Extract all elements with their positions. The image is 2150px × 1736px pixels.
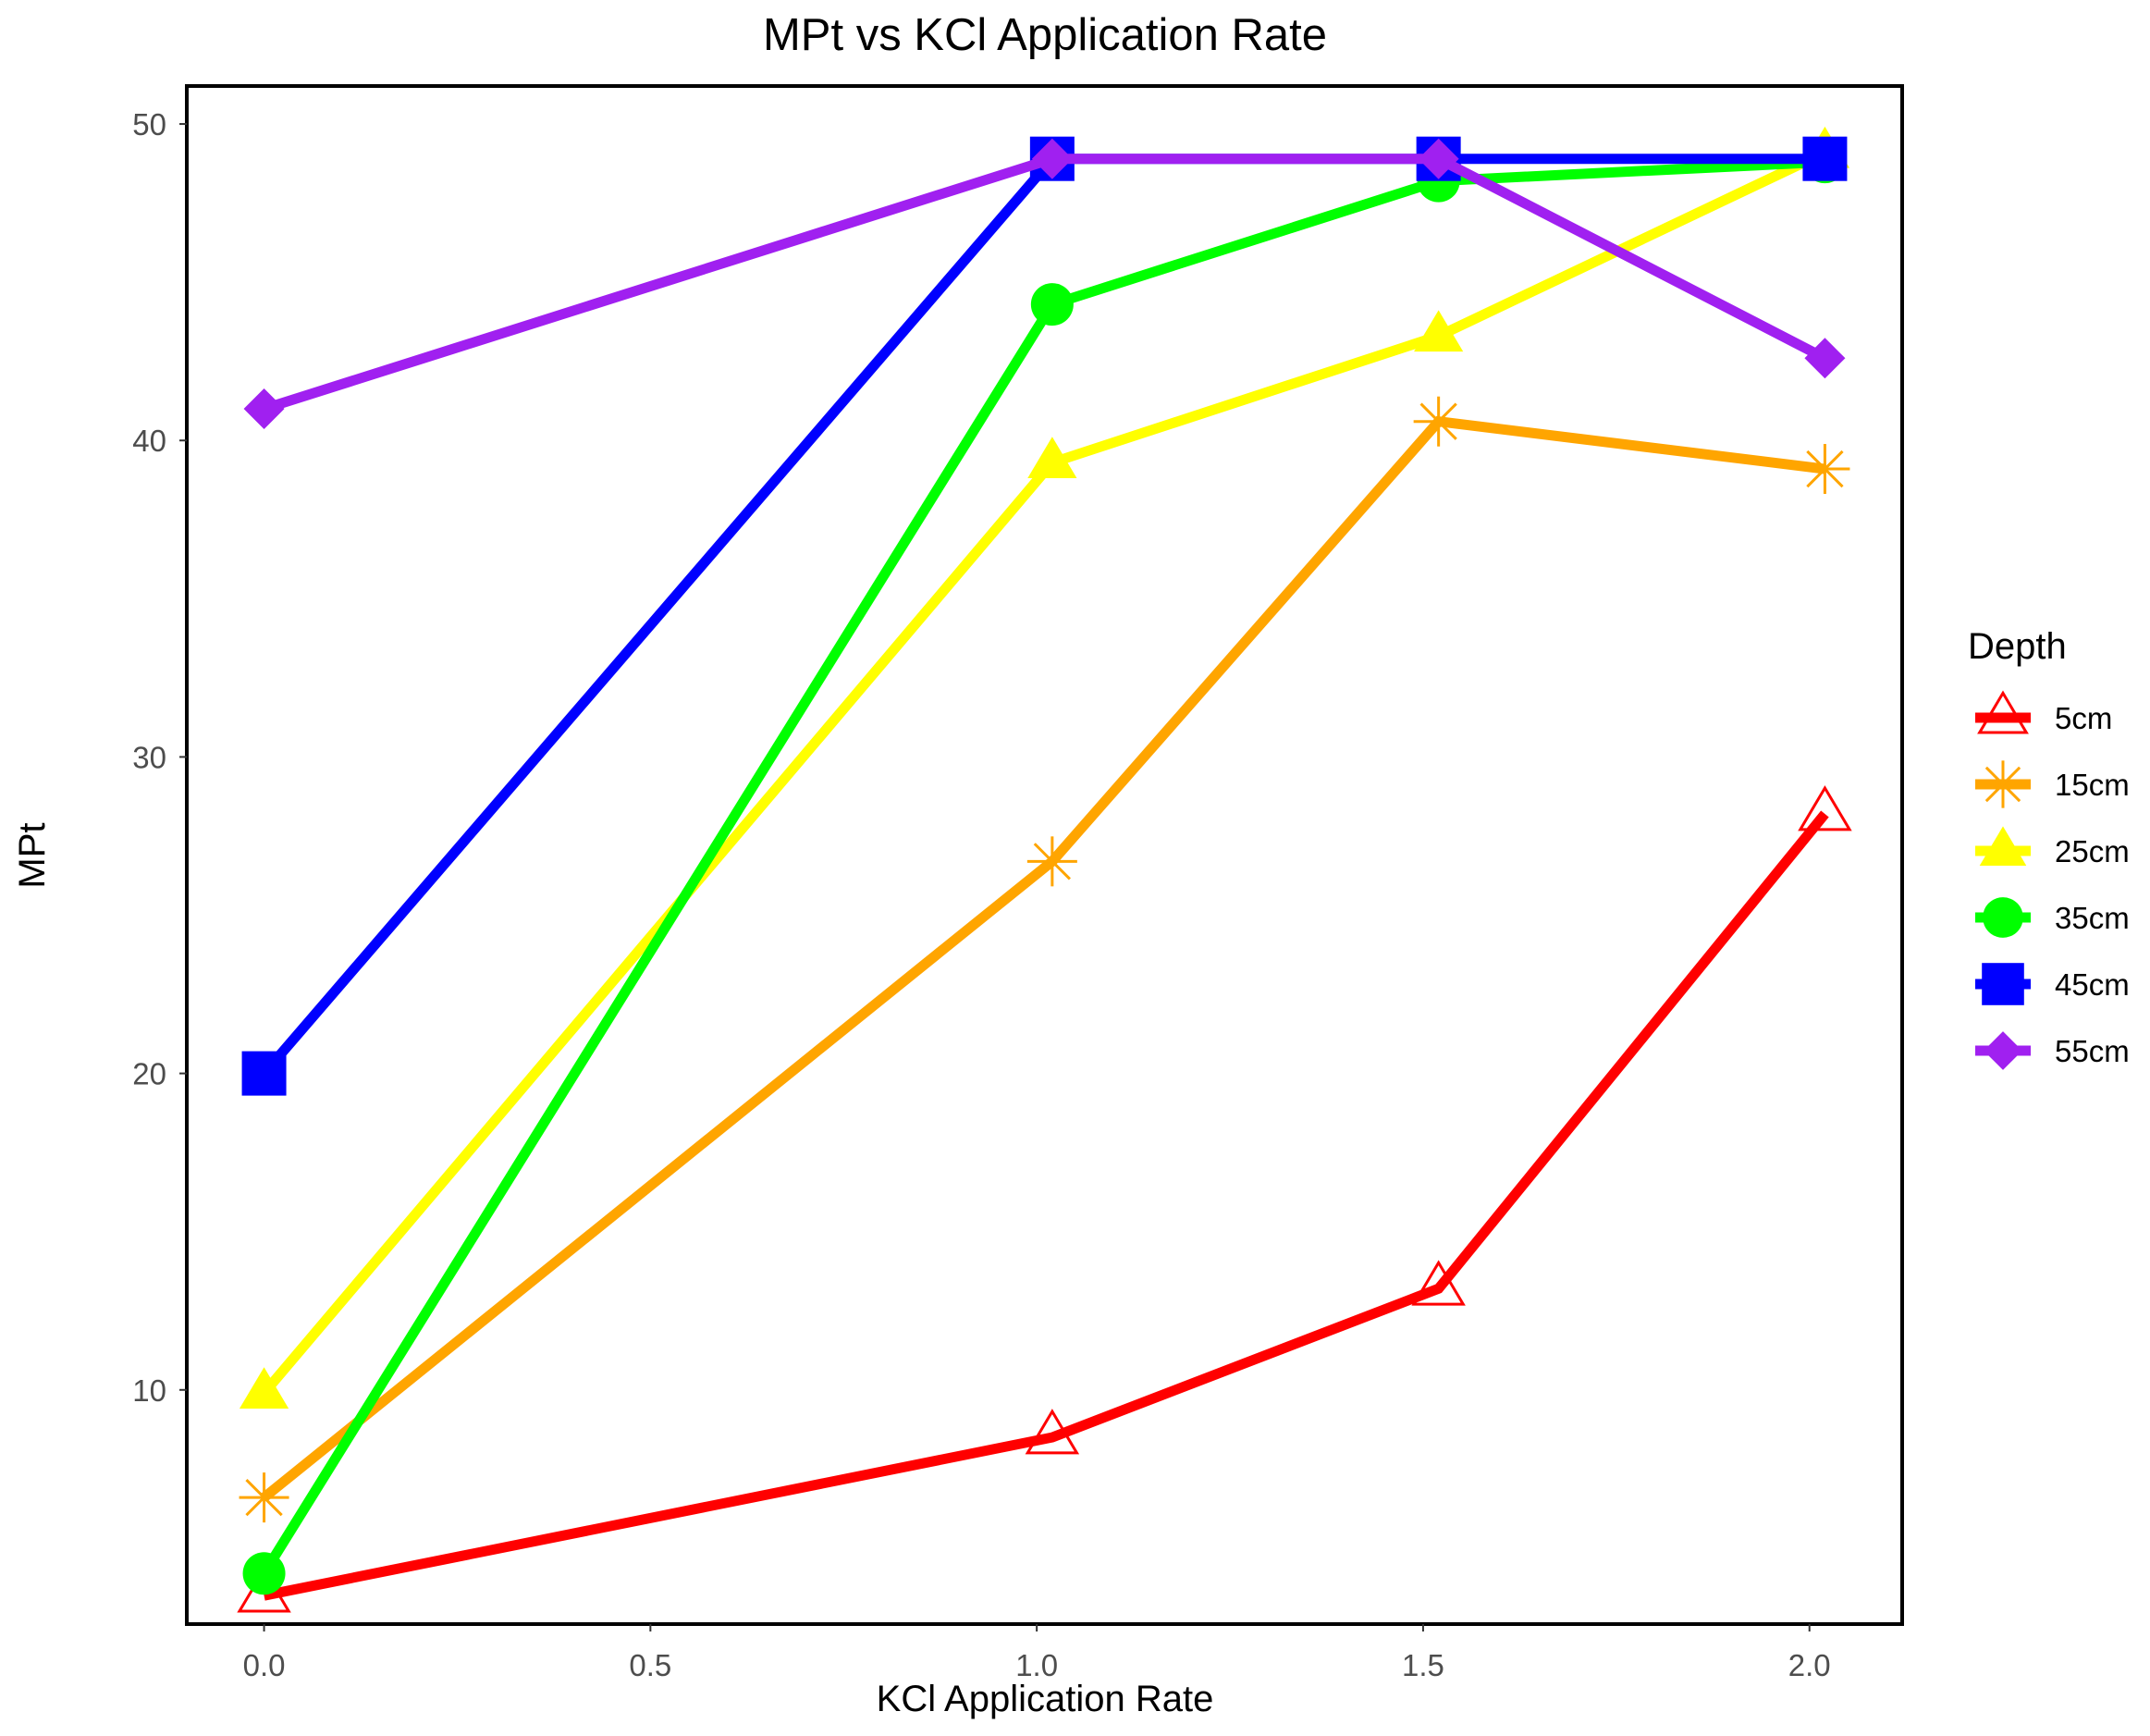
data-point bbox=[1798, 785, 1852, 831]
data-point bbox=[239, 1367, 289, 1410]
x-tick-label: 2.0 bbox=[1788, 1648, 1831, 1682]
data-point bbox=[1804, 338, 1846, 379]
legend: Depth 5cm 15cm 25cm 35cm 45cm 55cm bbox=[1968, 626, 2130, 1070]
series-15cm bbox=[239, 396, 1850, 1523]
data-point bbox=[1800, 444, 1850, 495]
series-5cm bbox=[237, 785, 1852, 1613]
legend-item: 55cm bbox=[1975, 1031, 2130, 1070]
legend-key-marker bbox=[1984, 1031, 2022, 1070]
y-tick-label: 30 bbox=[132, 740, 166, 774]
legend-label: 15cm bbox=[2055, 768, 2130, 802]
x-tick-label: 0.0 bbox=[243, 1648, 286, 1682]
legend-key-marker bbox=[1979, 760, 2027, 808]
y-axis-ticks: 10 20 30 40 50 bbox=[132, 107, 187, 1408]
legend-key-marker bbox=[1977, 690, 2029, 734]
series-line bbox=[261, 415, 1826, 1502]
x-tick-label: 1.5 bbox=[1402, 1648, 1444, 1682]
y-tick-label: 20 bbox=[132, 1057, 166, 1091]
x-tick-label: 1.0 bbox=[1015, 1648, 1058, 1682]
legend-key-marker bbox=[1983, 897, 2023, 938]
legend-label: 25cm bbox=[2055, 834, 2130, 868]
legend-item: 15cm bbox=[1975, 760, 2130, 808]
y-tick-label: 40 bbox=[132, 424, 166, 458]
legend-label: 55cm bbox=[2055, 1034, 2130, 1068]
series-line bbox=[259, 156, 1825, 1577]
legend-title: Depth bbox=[1968, 626, 2067, 667]
series-layer bbox=[237, 126, 1852, 1613]
chart-title: MPt vs KCl Application Rate bbox=[763, 10, 1327, 60]
data-point bbox=[1031, 138, 1073, 179]
legend-label: 45cm bbox=[2055, 967, 2130, 1002]
legend-item: 45cm bbox=[1975, 963, 2130, 1005]
y-tick-label: 50 bbox=[132, 107, 166, 142]
data-point bbox=[1030, 283, 1074, 326]
legend-item: 5cm bbox=[1975, 690, 2112, 735]
legend-label: 35cm bbox=[2055, 901, 2130, 935]
data-point bbox=[1414, 310, 1464, 352]
data-point bbox=[239, 1472, 289, 1523]
data-point bbox=[241, 1051, 287, 1096]
data-point bbox=[1411, 1260, 1466, 1306]
data-point bbox=[1027, 437, 1077, 478]
data-point bbox=[1413, 396, 1464, 447]
x-axis-title: KCl Application Rate bbox=[877, 1679, 1214, 1719]
data-point bbox=[1418, 138, 1459, 179]
legend-item: 35cm bbox=[1975, 897, 2130, 938]
series-55cm bbox=[243, 138, 1846, 430]
y-axis-title: MPt bbox=[12, 822, 53, 888]
series-25cm bbox=[239, 126, 1850, 1410]
y-tick-label: 10 bbox=[132, 1373, 166, 1408]
series-line bbox=[260, 147, 1827, 1397]
plot-panel bbox=[185, 84, 1904, 1626]
data-point bbox=[243, 388, 285, 430]
legend-item: 25cm bbox=[1975, 826, 2130, 868]
legend-key-marker bbox=[1979, 826, 2027, 866]
data-point bbox=[1026, 836, 1077, 887]
data-point bbox=[1802, 136, 1848, 181]
x-tick-label: 0.5 bbox=[629, 1648, 671, 1682]
series-line bbox=[263, 810, 1829, 1601]
series-line bbox=[262, 154, 1827, 414]
data-point bbox=[1025, 1409, 1080, 1455]
data-point bbox=[242, 1552, 286, 1595]
legend-key-marker bbox=[1982, 963, 2024, 1005]
legend-label: 5cm bbox=[2055, 701, 2112, 735]
x-axis-ticks: 0.0 0.5 1.0 1.5 2.0 bbox=[243, 1624, 1831, 1682]
series-45cm bbox=[241, 136, 1848, 1096]
